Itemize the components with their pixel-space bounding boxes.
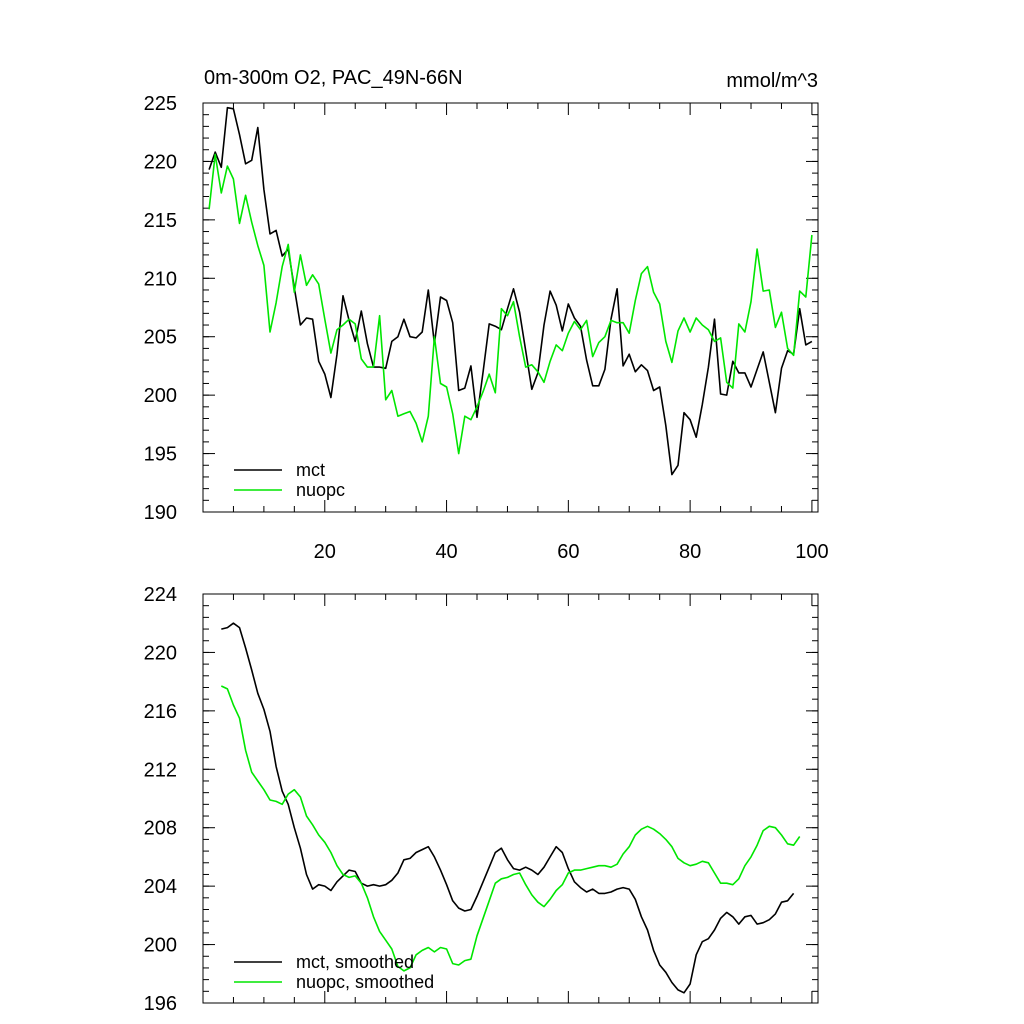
y-tick-label: 190 [144,502,177,524]
x-tick-label: 20 [314,541,336,563]
top-plot-frame [202,102,819,513]
units-label: mmol/m^3 [726,70,818,92]
y-tick-label: 220 [144,642,177,664]
legend-label-mct-smoothed: mct, smoothed [296,952,414,972]
bottom-panel: 196 200 204 208 212 216 220 224 mct, smoothed n… [144,584,819,1015]
legend-label-mct: mct [296,460,325,480]
series-line-mct [208,106,813,476]
y-tick-label: 210 [144,268,177,290]
bottom-panel-ticks: 196 200 204 208 212 216 220 224 [144,584,818,1015]
top-panel-lines [208,106,813,476]
bottom-panel-lines [220,622,801,994]
y-tick-label: 216 [144,701,177,723]
series-line-nuopc [208,153,813,455]
x-tick-label: 80 [679,541,701,563]
series-line-mct-smoothed [221,622,795,994]
legend-label-nuopc-smoothed: nuopc, smoothed [296,972,434,992]
y-tick-label: 204 [144,876,177,898]
y-tick-label: 200 [144,935,177,957]
x-tick-label: 60 [557,541,579,563]
y-tick-label: 225 [144,93,177,115]
y-tick-label: 196 [144,993,177,1015]
y-tick-label: 212 [144,759,177,781]
bottom-legend: mct, smoothed nuopc, smoothed [234,952,434,992]
y-tick-label: 195 [144,444,177,466]
x-tick-label: 40 [435,541,457,563]
top-legend: mct nuopc [234,460,345,500]
y-tick-label: 224 [144,584,177,606]
x-tick-label: 100 [795,541,828,563]
bottom-plot-frame [202,593,819,1004]
chart-title: 0m-300m O2, PAC_49N-66N [204,67,463,89]
y-tick-label: 208 [144,818,177,840]
y-tick-label: 205 [144,327,177,349]
top-panel: 0m-300m O2, PAC_49N-66N mmol/m^3 190 195 2… [144,67,829,563]
top-panel-ticks: 190 195 200 205 210 215 220 225 20 40 60 80 100 [144,93,829,563]
y-tick-label: 200 [144,385,177,407]
legend-label-nuopc: nuopc [296,480,345,500]
y-tick-label: 220 [144,151,177,173]
series-line-nuopc-smoothed [220,685,801,972]
y-tick-label: 215 [144,210,177,232]
